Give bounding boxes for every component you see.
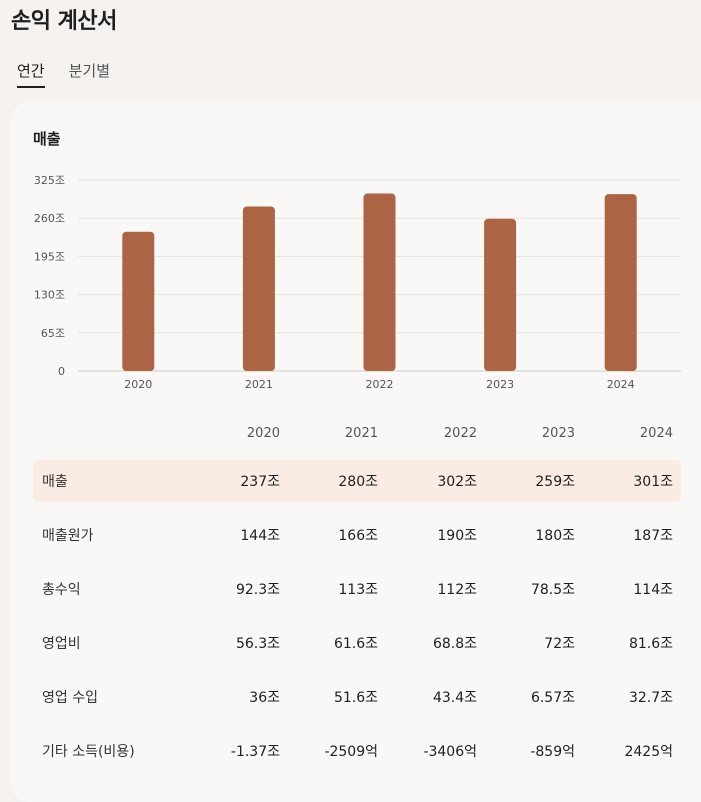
tab-quarterly[interactable]: 분기별: [68, 62, 111, 80]
row-value: 2425억: [624, 744, 673, 760]
table-row[interactable]: 총수익 92.3조 113조 112조 78.5조 114조: [33, 568, 681, 610]
row-value: 180조: [535, 528, 575, 544]
row-label: 매출원가: [42, 528, 94, 544]
table-row[interactable]: 영업 수입 36조 51.6조 43.4조 6.57조 32.7조: [33, 676, 681, 718]
row-value: 68.8조: [432, 636, 477, 652]
table-row[interactable]: 기타 소득(비용) -1.37조 -2509억 -3406억 -859억 2425억: [33, 730, 681, 772]
table-row[interactable]: 영업비 56.3조 61.6조 68.8조 72조 81.6조: [33, 622, 681, 664]
row-value: 51.6조: [333, 690, 378, 706]
table-row[interactable]: 매출 237조 280조 302조 259조 301조: [33, 460, 681, 502]
year-header: 2020: [246, 426, 280, 441]
bar: [484, 218, 517, 371]
table-row[interactable]: 매출원가 144조 166조 190조 180조 187조: [33, 514, 681, 556]
row-value: 144조: [240, 528, 280, 544]
bar: [604, 194, 637, 371]
y-tick-label: 0: [58, 365, 65, 378]
y-tick-label: 195조: [34, 250, 65, 263]
x-tick-label: 2022: [366, 378, 394, 391]
bar: [242, 206, 275, 371]
row-value: 190조: [437, 528, 477, 544]
row-label: 기타 소득(비용): [42, 744, 135, 760]
row-value: 56.3조: [235, 636, 280, 652]
y-tick-label: 325조: [34, 174, 65, 187]
row-label: 영업 수입: [42, 690, 98, 706]
x-tick-label: 2020: [124, 378, 152, 391]
year-header: 2024: [639, 426, 673, 441]
row-value: 92.3조: [235, 582, 280, 598]
row-value: 187조: [633, 528, 673, 544]
row-value: 32.7조: [628, 690, 673, 706]
row-label: 총수익: [42, 582, 81, 598]
tab-annual[interactable]: 연간: [17, 60, 45, 88]
row-value: 78.5조: [530, 582, 575, 598]
year-header: 2022: [443, 426, 477, 441]
row-value: 237조: [240, 474, 280, 490]
year-header: 2023: [541, 426, 575, 441]
year-header: 2021: [344, 426, 378, 441]
section-title: 매출: [33, 130, 61, 148]
row-value: 36조: [249, 690, 280, 706]
row-value: 301조: [633, 474, 673, 490]
period-tabs: 연간 분기별: [17, 60, 110, 88]
row-value: 61.6조: [333, 636, 378, 652]
row-value: 114조: [633, 582, 673, 598]
row-value: -859억: [530, 744, 575, 760]
row-value: 280조: [338, 474, 378, 490]
bar: [122, 231, 155, 371]
table-header: 2020 2021 2022 2023 2024: [33, 415, 681, 457]
x-tick-label: 2021: [245, 378, 273, 391]
row-value: 113조: [338, 582, 378, 598]
row-value: 166조: [338, 528, 378, 544]
y-tick-label: 130조: [34, 289, 65, 302]
bar: [363, 193, 396, 371]
page-title: 손익 계산서: [11, 9, 117, 34]
row-value: 112조: [437, 582, 477, 598]
y-tick-label: 65조: [41, 327, 65, 340]
x-tick-label: 2024: [607, 378, 635, 391]
row-value: 81.6조: [628, 636, 673, 652]
row-value: -3406억: [423, 744, 477, 760]
row-value: 72조: [544, 636, 575, 652]
row-label: 매출: [42, 474, 68, 490]
revenue-bar-chart: 0 65조 130조 195조 260조 325조 2020 2021 2022 2023 2024: [34, 174, 681, 391]
row-label: 영업비: [42, 636, 81, 652]
row-value: -2509억: [324, 744, 378, 760]
row-value: 259조: [535, 474, 575, 490]
x-tick-label: 2023: [486, 378, 514, 391]
row-value: 43.4조: [432, 690, 477, 706]
row-value: -1.37조: [230, 744, 280, 760]
row-value: 302조: [437, 474, 477, 490]
y-tick-label: 260조: [34, 212, 65, 225]
row-value: 6.57조: [530, 690, 575, 706]
